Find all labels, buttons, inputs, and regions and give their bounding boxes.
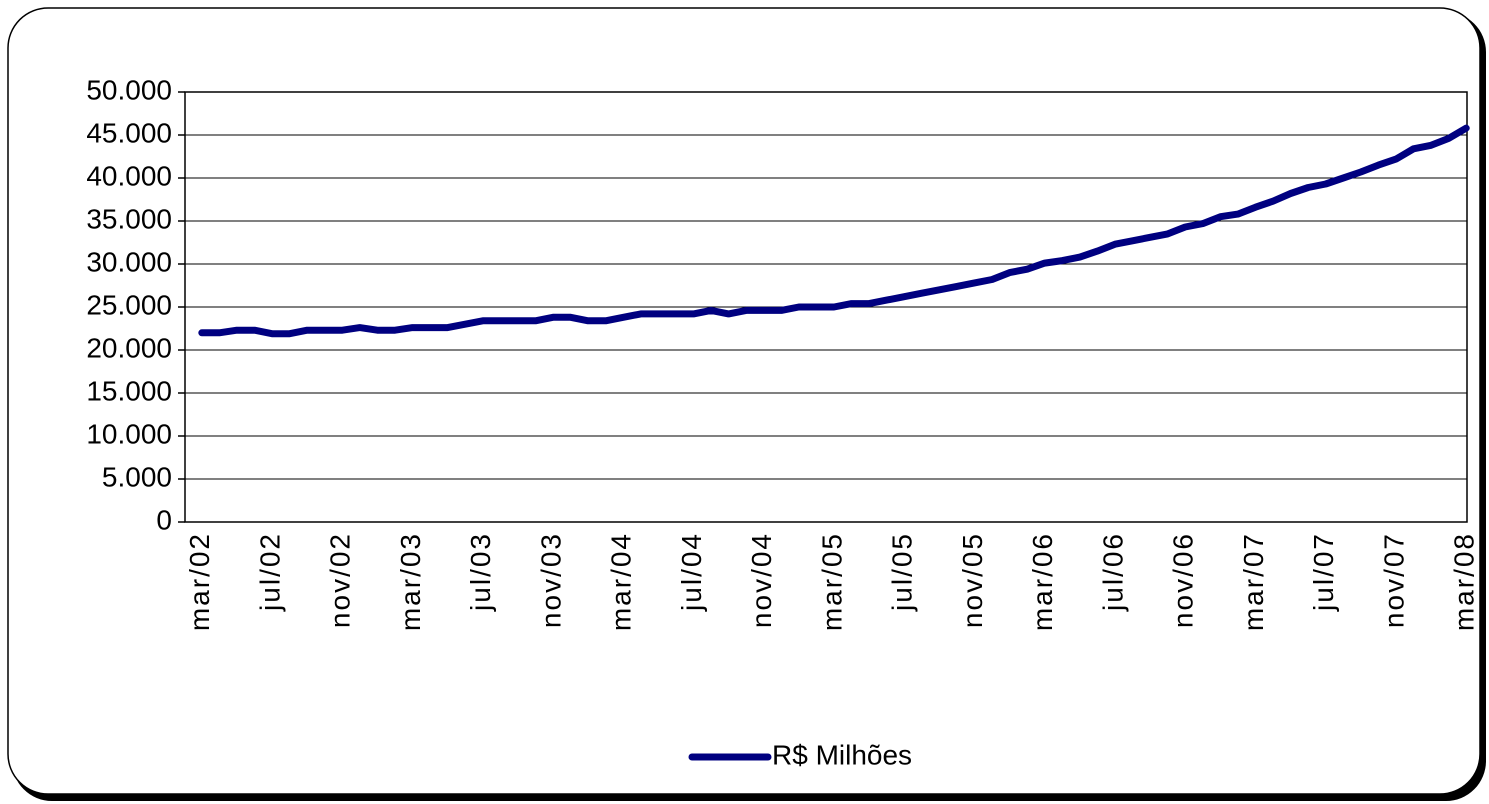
frame xyxy=(7,7,1481,795)
x-tick-label: jul/07 xyxy=(1308,532,1339,612)
x-tick-label: nov/02 xyxy=(325,532,356,628)
y-tick-label: 0 xyxy=(156,504,172,535)
x-tick-label: jul/04 xyxy=(676,532,707,612)
x-tick-label: jul/03 xyxy=(465,532,496,612)
y-tick-label: 10.000 xyxy=(86,418,172,449)
x-tick-label: mar/03 xyxy=(395,532,426,631)
y-tick-label: 5.000 xyxy=(102,461,172,492)
y-tick-label: 40.000 xyxy=(86,160,172,191)
line-series xyxy=(198,124,1470,338)
x-tick-label: nov/07 xyxy=(1378,532,1409,628)
x-tick-label: mar/07 xyxy=(1238,532,1269,631)
y-tick-label: 15.000 xyxy=(86,375,172,406)
x-tick-label: mar/04 xyxy=(606,532,637,631)
x-tick-label: mar/06 xyxy=(1027,532,1058,631)
x-tick-label: mar/05 xyxy=(816,532,847,631)
x-tick-label: nov/03 xyxy=(535,532,566,628)
y-tick-label: 30.000 xyxy=(86,246,172,277)
x-tick-label: nov/06 xyxy=(1168,532,1199,628)
y-tick-label: 25.000 xyxy=(86,289,172,320)
x-tick-label: mar/02 xyxy=(184,532,215,631)
y-tick-label: 35.000 xyxy=(86,203,172,234)
x-tick-label: jul/02 xyxy=(254,532,285,612)
y-tick-label: 50.000 xyxy=(86,74,172,105)
x-tick-label: jul/06 xyxy=(1097,532,1128,612)
x-tick-label: mar/08 xyxy=(1449,532,1480,631)
y-tick-label: 45.000 xyxy=(86,117,172,148)
legend-label: R$ Milhões xyxy=(772,739,912,770)
x-tick-label: nov/04 xyxy=(746,532,777,628)
x-tick-label: nov/05 xyxy=(957,532,988,628)
y-tick-label: 20.000 xyxy=(86,332,172,363)
x-tick-label: jul/05 xyxy=(887,532,918,612)
